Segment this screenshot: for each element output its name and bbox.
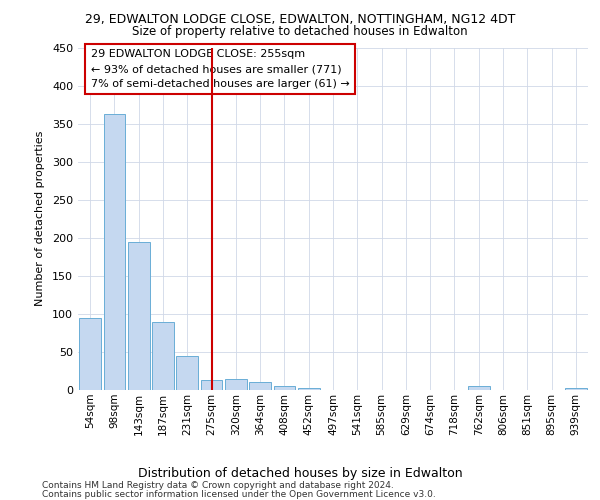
Bar bbox=[298, 388, 320, 390]
Text: 29, EDWALTON LODGE CLOSE, EDWALTON, NOTTINGHAM, NG12 4DT: 29, EDWALTON LODGE CLOSE, EDWALTON, NOTT… bbox=[85, 12, 515, 26]
Bar bbox=[565, 388, 587, 390]
Bar bbox=[200, 380, 223, 390]
Y-axis label: Number of detached properties: Number of detached properties bbox=[35, 131, 45, 306]
Bar bbox=[152, 322, 174, 390]
Bar bbox=[468, 386, 490, 390]
Text: 29 EDWALTON LODGE CLOSE: 255sqm
← 93% of detached houses are smaller (771)
7% of: 29 EDWALTON LODGE CLOSE: 255sqm ← 93% of… bbox=[91, 49, 349, 89]
Text: Contains HM Land Registry data © Crown copyright and database right 2024.: Contains HM Land Registry data © Crown c… bbox=[42, 481, 394, 490]
Bar bbox=[274, 386, 295, 390]
Text: Distribution of detached houses by size in Edwalton: Distribution of detached houses by size … bbox=[137, 468, 463, 480]
Bar bbox=[176, 356, 198, 390]
Bar bbox=[128, 242, 149, 390]
Bar bbox=[104, 114, 125, 390]
Bar bbox=[249, 382, 271, 390]
Text: Size of property relative to detached houses in Edwalton: Size of property relative to detached ho… bbox=[132, 25, 468, 38]
Bar bbox=[79, 318, 101, 390]
Bar bbox=[225, 378, 247, 390]
Text: Contains public sector information licensed under the Open Government Licence v3: Contains public sector information licen… bbox=[42, 490, 436, 499]
